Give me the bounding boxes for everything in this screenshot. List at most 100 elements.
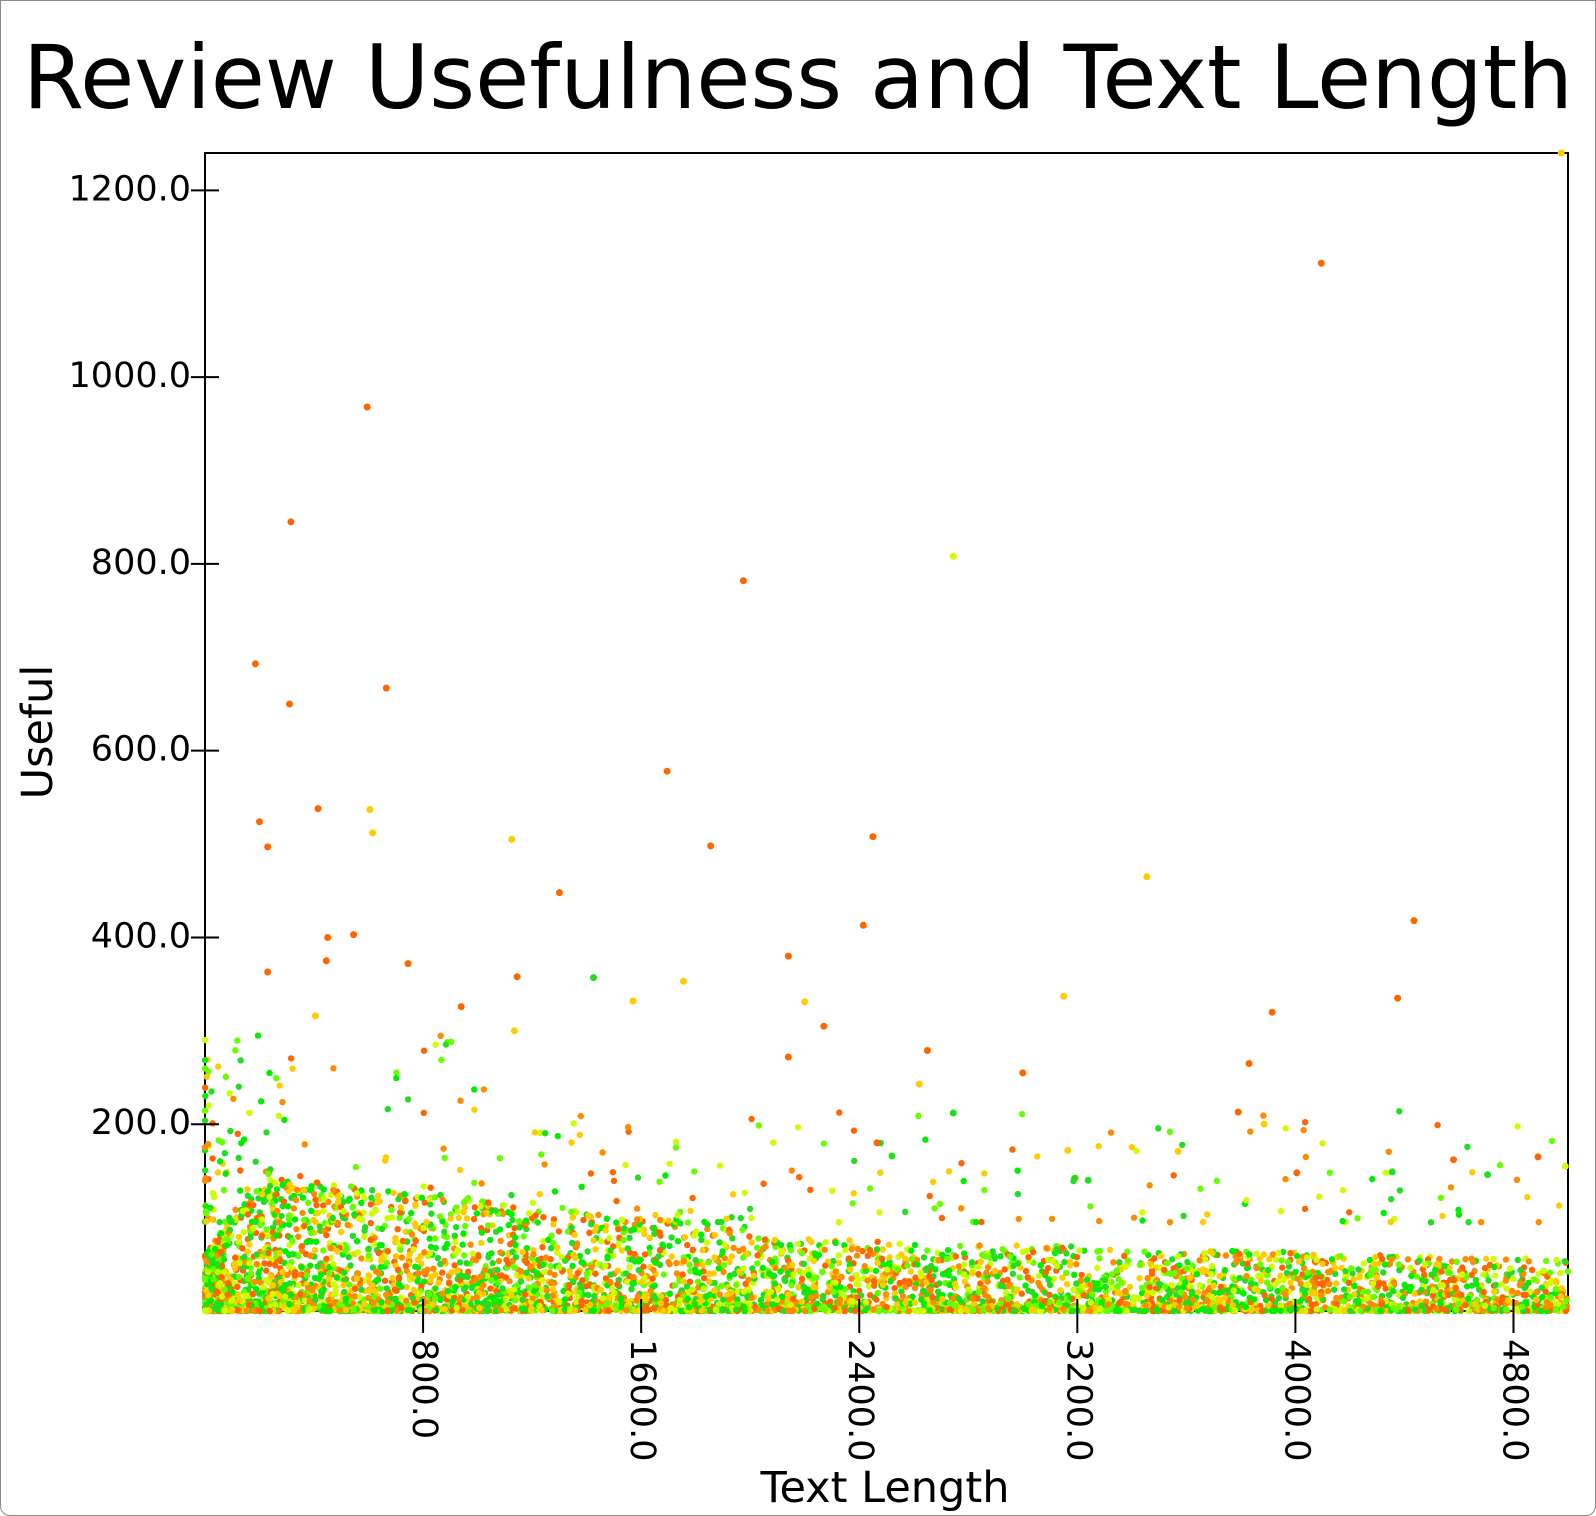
data-point bbox=[243, 1307, 250, 1315]
data-point bbox=[767, 1271, 774, 1278]
data-point bbox=[609, 1252, 617, 1260]
data-point bbox=[497, 1249, 504, 1256]
data-point bbox=[676, 1297, 683, 1304]
data-point bbox=[361, 1300, 368, 1308]
data-point bbox=[1242, 1303, 1249, 1311]
data-point bbox=[1452, 1284, 1460, 1292]
data-point bbox=[671, 1282, 679, 1289]
data-point bbox=[378, 1225, 386, 1233]
data-point bbox=[213, 1288, 221, 1296]
data-point bbox=[1096, 1247, 1104, 1255]
data-point bbox=[896, 1279, 903, 1287]
data-point bbox=[1421, 1271, 1428, 1279]
chart-title: Review Usefulness and Text Length bbox=[22, 26, 1574, 129]
data-point bbox=[502, 1295, 509, 1303]
data-point bbox=[777, 1268, 784, 1275]
data-point bbox=[1081, 1247, 1088, 1254]
data-point bbox=[418, 1194, 426, 1202]
data-point bbox=[1108, 1271, 1115, 1278]
data-point bbox=[1419, 1276, 1426, 1284]
data-point bbox=[477, 1273, 484, 1280]
data-point bbox=[1342, 1268, 1349, 1275]
data-point bbox=[673, 1270, 681, 1277]
data-point bbox=[1029, 1288, 1036, 1296]
data-point bbox=[395, 1195, 402, 1203]
data-point bbox=[261, 1260, 268, 1267]
data-point bbox=[467, 1241, 474, 1248]
data-point bbox=[407, 1307, 414, 1314]
data-point bbox=[278, 1212, 285, 1220]
data-point bbox=[1492, 1272, 1499, 1279]
data-point bbox=[483, 1272, 490, 1280]
data-point bbox=[1468, 1282, 1476, 1289]
data-point bbox=[1231, 1276, 1238, 1283]
data-point bbox=[478, 1229, 485, 1236]
data-point bbox=[741, 1307, 748, 1315]
data-point bbox=[555, 1228, 563, 1235]
data-point bbox=[1001, 1266, 1008, 1273]
data-point bbox=[263, 1226, 270, 1233]
data-point bbox=[592, 1246, 599, 1253]
data-point bbox=[1265, 1302, 1272, 1309]
data-point bbox=[1407, 1283, 1415, 1291]
data-point bbox=[1514, 1256, 1522, 1264]
data-point bbox=[421, 1278, 428, 1285]
data-point bbox=[463, 1260, 470, 1267]
data-point bbox=[303, 1272, 311, 1279]
data-point bbox=[250, 1307, 257, 1314]
data-point bbox=[1037, 1262, 1044, 1269]
data-point bbox=[550, 1221, 557, 1228]
data-point bbox=[720, 1296, 727, 1303]
data-point bbox=[1074, 1292, 1082, 1300]
data-point bbox=[311, 1247, 319, 1254]
data-point bbox=[1552, 1285, 1560, 1293]
data-point bbox=[551, 1271, 558, 1279]
data-point bbox=[542, 1254, 550, 1261]
data-point bbox=[492, 1207, 499, 1214]
data-point bbox=[426, 1235, 433, 1242]
data-point bbox=[1313, 1256, 1320, 1264]
data-point bbox=[1122, 1263, 1129, 1271]
data-point bbox=[1201, 1289, 1208, 1296]
data-point bbox=[789, 1261, 796, 1269]
data-point bbox=[1514, 1289, 1521, 1297]
data-point bbox=[1436, 1255, 1443, 1263]
data-point bbox=[887, 1278, 894, 1285]
data-point bbox=[1330, 1286, 1338, 1293]
data-point bbox=[740, 1254, 747, 1261]
data-point bbox=[234, 1291, 242, 1298]
data-point bbox=[583, 1270, 590, 1278]
data-point bbox=[298, 1242, 306, 1250]
data-point bbox=[1124, 1257, 1132, 1264]
data-point bbox=[420, 1224, 427, 1232]
data-point bbox=[461, 1204, 469, 1211]
data-point bbox=[952, 1253, 959, 1260]
data-point bbox=[810, 1257, 818, 1265]
data-point bbox=[665, 1258, 672, 1266]
data-point bbox=[846, 1237, 853, 1244]
data-point bbox=[975, 1288, 983, 1296]
data-point bbox=[306, 1297, 314, 1304]
data-point bbox=[205, 1292, 212, 1299]
data-point bbox=[1057, 1287, 1064, 1294]
data-point bbox=[1283, 1269, 1291, 1277]
data-point bbox=[1177, 1289, 1184, 1296]
data-point bbox=[1071, 1271, 1078, 1279]
data-point bbox=[1049, 1257, 1057, 1265]
data-point bbox=[480, 1282, 487, 1289]
data-point bbox=[729, 1235, 736, 1242]
data-point bbox=[798, 1250, 806, 1257]
data-point bbox=[587, 1213, 594, 1220]
data-point bbox=[1096, 1255, 1103, 1262]
data-point bbox=[819, 1268, 826, 1276]
data-points bbox=[201, 149, 1572, 1315]
data-point bbox=[371, 1307, 378, 1314]
data-point bbox=[805, 1265, 812, 1273]
data-point bbox=[253, 1285, 260, 1293]
data-point bbox=[574, 1294, 581, 1301]
data-point bbox=[428, 1210, 435, 1217]
data-point bbox=[631, 1221, 638, 1228]
data-point bbox=[330, 1186, 337, 1194]
data-point bbox=[1287, 1279, 1294, 1286]
data-point bbox=[544, 1293, 551, 1300]
